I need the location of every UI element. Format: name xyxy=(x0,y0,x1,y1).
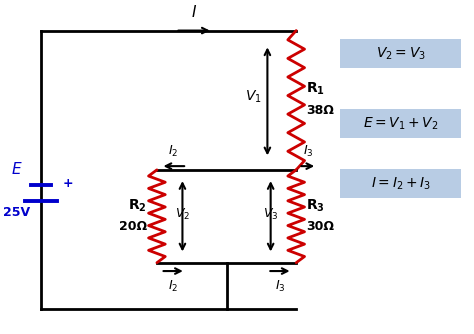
Text: $\mathbf{R_2}$: $\mathbf{R_2}$ xyxy=(128,198,146,214)
FancyBboxPatch shape xyxy=(340,109,461,138)
Text: $\mathbf{R_3}$: $\mathbf{R_3}$ xyxy=(306,198,325,214)
Text: $\mathbf{R_1}$: $\mathbf{R_1}$ xyxy=(306,80,325,97)
Text: $V_2 = V_3$: $V_2 = V_3$ xyxy=(376,45,426,62)
Text: $I_3$: $I_3$ xyxy=(274,279,285,294)
Text: $I_2$: $I_2$ xyxy=(168,144,178,159)
Text: $I_3$: $I_3$ xyxy=(303,144,313,159)
Text: $E = V_1 + V_2$: $E = V_1 + V_2$ xyxy=(363,115,438,132)
Text: $V_3$: $V_3$ xyxy=(263,206,278,221)
Text: $I_2$: $I_2$ xyxy=(168,279,178,294)
Text: 20Ω: 20Ω xyxy=(118,220,146,233)
Text: 38Ω: 38Ω xyxy=(306,104,334,117)
Text: $E$: $E$ xyxy=(11,161,22,177)
Text: $V_2$: $V_2$ xyxy=(175,206,190,221)
Text: $V_1$: $V_1$ xyxy=(245,89,262,105)
Text: 30Ω: 30Ω xyxy=(306,220,334,233)
FancyBboxPatch shape xyxy=(340,39,461,68)
Text: $I$: $I$ xyxy=(191,4,197,20)
FancyBboxPatch shape xyxy=(340,169,461,198)
Text: +: + xyxy=(63,177,73,190)
Text: $I = I_2 + I_3$: $I = I_2 + I_3$ xyxy=(371,176,431,192)
Text: 25V: 25V xyxy=(3,206,30,219)
